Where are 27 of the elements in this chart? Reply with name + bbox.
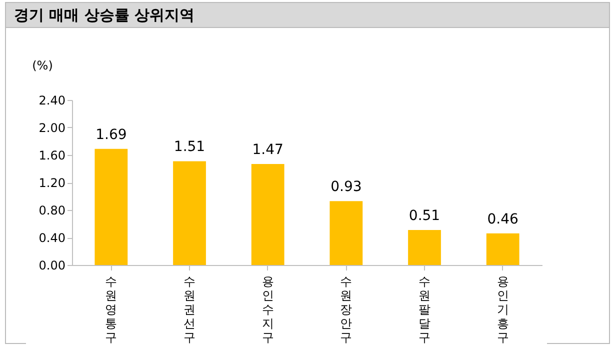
data-label: 1.51 — [174, 139, 206, 156]
y-axis-title: (%) — [32, 58, 53, 72]
x-tick-label: 용인수지구 — [262, 274, 274, 344]
y-tick-label: 0.40 — [38, 231, 66, 245]
y-tick-label: 2.00 — [38, 121, 66, 135]
bar — [251, 164, 284, 265]
data-label: 0.93 — [330, 179, 362, 196]
y-tick-label: 0.80 — [38, 204, 66, 218]
bar — [486, 233, 520, 265]
y-tick-label: 0.00 — [38, 258, 66, 272]
data-label: 1.69 — [96, 126, 127, 143]
y-tick-label: 2.40 — [38, 94, 66, 108]
bar — [173, 161, 206, 265]
chart-title: 경기 매매 상승률 상위지역 — [6, 3, 609, 28]
x-tick-label: 수원영통구 — [105, 274, 118, 344]
y-tick-label: 1.60 — [38, 148, 66, 162]
data-label: 0.51 — [408, 208, 440, 224]
bar — [330, 201, 363, 265]
bar — [408, 230, 441, 265]
data-label: 1.47 — [252, 142, 284, 158]
data-label: 0.46 — [487, 211, 519, 228]
x-tick-label: 수원팔달구 — [418, 274, 430, 344]
x-tick-label: 수원권선구 — [184, 274, 196, 344]
y-tick-label: 1.20 — [38, 176, 66, 190]
x-tick-label: 수원장안구 — [340, 274, 352, 344]
bar — [94, 148, 128, 265]
x-tick-label: 용인기흥구 — [496, 274, 509, 344]
